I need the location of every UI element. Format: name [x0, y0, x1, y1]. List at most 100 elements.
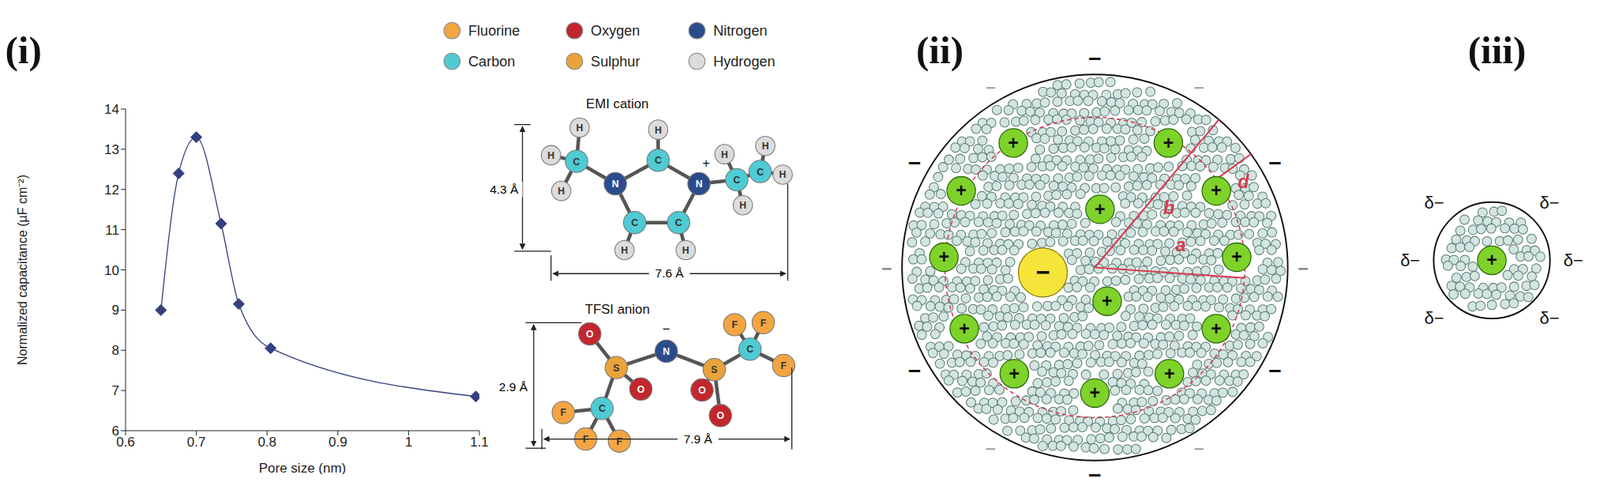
- svg-text:Fluorine: Fluorine: [468, 22, 520, 39]
- svg-text:+: +: [958, 318, 970, 339]
- svg-text:C: C: [598, 402, 606, 414]
- svg-text:6: 6: [112, 423, 120, 439]
- svg-text:+: +: [1007, 132, 1019, 154]
- svg-text:a: a: [1175, 234, 1186, 256]
- svg-text:O: O: [716, 409, 725, 421]
- svg-text:O: O: [698, 384, 707, 396]
- svg-text:d: d: [1237, 171, 1250, 192]
- svg-text:+: +: [702, 155, 710, 171]
- svg-text:C: C: [732, 174, 740, 186]
- svg-text:H: H: [682, 244, 690, 256]
- svg-text:Sulphur: Sulphur: [590, 53, 640, 70]
- svg-text:Normalized capacitance (µF cm⁻: Normalized capacitance (µF cm⁻²): [15, 174, 30, 365]
- svg-text:12: 12: [104, 182, 120, 198]
- svg-text:9: 9: [112, 302, 120, 318]
- svg-text:F: F: [781, 360, 788, 372]
- svg-text:S: S: [710, 364, 718, 376]
- svg-text:0.9: 0.9: [328, 434, 348, 450]
- svg-text:Hydrogen: Hydrogen: [713, 53, 775, 70]
- svg-text:0.8: 0.8: [257, 434, 277, 450]
- svg-text:−: −: [1088, 461, 1102, 486]
- svg-text:C: C: [630, 217, 639, 229]
- svg-text:δ−: δ−: [1400, 250, 1420, 271]
- svg-text:+: +: [1486, 249, 1498, 271]
- svg-text:b: b: [1163, 197, 1175, 218]
- svg-text:−: −: [881, 258, 893, 279]
- svg-text:2.9 Å: 2.9 Å: [499, 379, 529, 394]
- svg-text:(i): (i): [6, 28, 42, 72]
- svg-text:−: −: [1193, 77, 1205, 98]
- svg-text:−: −: [1193, 438, 1205, 459]
- svg-text:−: −: [908, 150, 922, 176]
- svg-text:4.3 Å: 4.3 Å: [489, 182, 519, 196]
- svg-text:C: C: [746, 343, 754, 355]
- svg-text:C: C: [675, 217, 683, 229]
- svg-text:N: N: [662, 345, 670, 357]
- svg-text:+: +: [955, 180, 967, 201]
- svg-text:−: −: [1297, 258, 1309, 279]
- svg-text:C: C: [654, 154, 662, 166]
- svg-text:N: N: [695, 178, 703, 190]
- svg-text:C: C: [573, 156, 581, 168]
- svg-text:+: +: [1089, 382, 1101, 403]
- svg-text:7.9 Å: 7.9 Å: [683, 431, 714, 446]
- svg-text:+: +: [1163, 132, 1175, 154]
- svg-text:F: F: [616, 435, 624, 447]
- svg-text:Pore size (nm): Pore size (nm): [259, 460, 347, 474]
- svg-text:δ−: δ−: [1563, 250, 1584, 271]
- svg-text:δ−: δ−: [1539, 192, 1560, 213]
- svg-text:TFSI anion: TFSI anion: [585, 301, 650, 317]
- svg-text:14: 14: [104, 101, 120, 117]
- svg-text:−: −: [1268, 357, 1282, 384]
- svg-text:O: O: [637, 383, 646, 395]
- svg-text:EMI cation: EMI cation: [585, 96, 649, 112]
- svg-text:8: 8: [112, 342, 120, 358]
- svg-text:F: F: [559, 406, 567, 418]
- svg-text:N: N: [612, 178, 620, 190]
- svg-text:Carbon: Carbon: [468, 53, 515, 70]
- svg-text:−: −: [1268, 150, 1282, 176]
- svg-text:C: C: [756, 166, 764, 178]
- svg-text:1.1: 1.1: [469, 434, 489, 450]
- svg-text:F: F: [732, 319, 739, 331]
- svg-text:0.7: 0.7: [187, 434, 207, 450]
- svg-text:Nitrogen: Nitrogen: [713, 22, 767, 39]
- svg-text:−: −: [1035, 258, 1050, 286]
- svg-text:H: H: [739, 199, 747, 211]
- svg-text:+: +: [1210, 318, 1222, 339]
- svg-text:δ−: δ−: [1423, 192, 1444, 213]
- svg-text:+: +: [938, 246, 950, 267]
- svg-text:H: H: [762, 140, 770, 152]
- svg-text:+: +: [1164, 363, 1176, 384]
- svg-text:7.6 Å: 7.6 Å: [655, 266, 685, 280]
- svg-text:F: F: [582, 433, 590, 445]
- svg-text:−: −: [985, 77, 997, 98]
- svg-text:10: 10: [104, 262, 120, 278]
- svg-text:S: S: [612, 362, 620, 374]
- svg-text:−: −: [662, 321, 671, 337]
- svg-text:H: H: [547, 150, 555, 162]
- svg-text:13: 13: [104, 142, 120, 158]
- svg-text:−: −: [1088, 45, 1102, 72]
- svg-text:H: H: [557, 185, 565, 197]
- svg-text:(ii): (ii): [916, 28, 964, 72]
- svg-text:F: F: [760, 317, 767, 329]
- svg-text:+: +: [1094, 199, 1106, 220]
- svg-text:−: −: [908, 357, 922, 384]
- svg-text:H: H: [620, 244, 628, 256]
- svg-text:Oxygen: Oxygen: [590, 22, 640, 39]
- svg-text:O: O: [585, 328, 594, 340]
- svg-text:δ−: δ−: [1423, 307, 1444, 328]
- svg-text:−: −: [985, 438, 997, 459]
- svg-text:(iii): (iii): [1468, 28, 1527, 72]
- svg-text:+: +: [1231, 246, 1243, 267]
- svg-text:+: +: [1210, 180, 1222, 201]
- svg-text:H: H: [721, 149, 729, 161]
- svg-text:+: +: [1101, 290, 1113, 312]
- svg-text:7: 7: [112, 383, 120, 399]
- svg-text:+: +: [1009, 363, 1021, 384]
- svg-text:δ−: δ−: [1539, 307, 1560, 328]
- svg-text:H: H: [779, 169, 787, 181]
- svg-text:H: H: [575, 122, 583, 134]
- svg-text:H: H: [654, 124, 662, 136]
